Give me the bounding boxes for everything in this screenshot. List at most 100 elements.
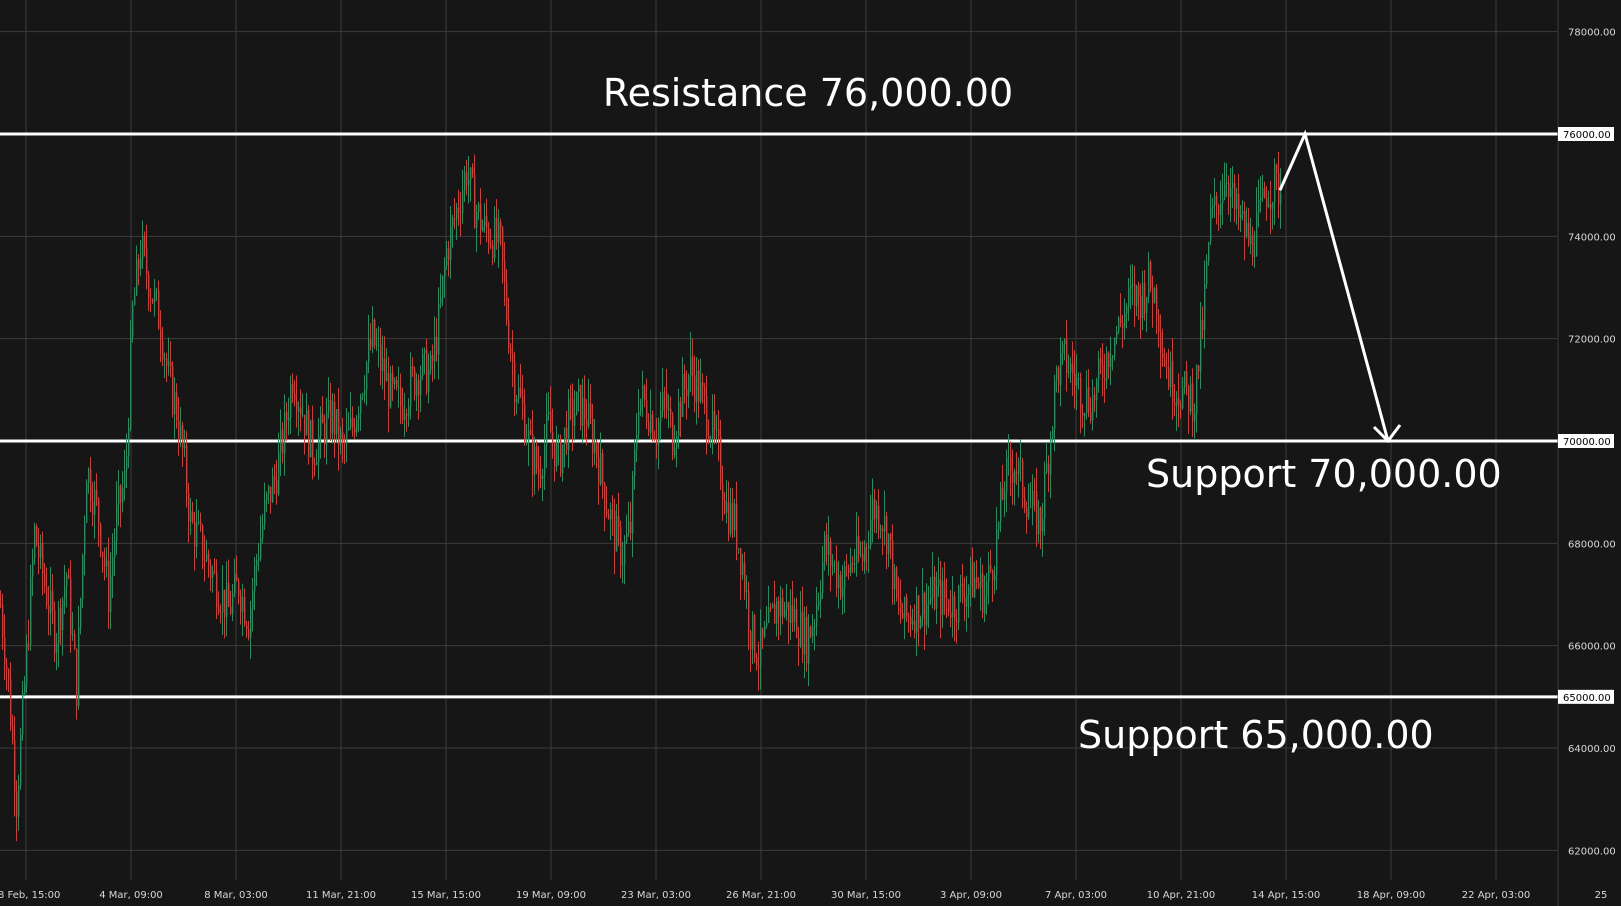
candle-body: [434, 336, 436, 362]
candle-body: [1062, 344, 1064, 354]
candle-body: [626, 533, 628, 542]
candle-body: [266, 493, 268, 501]
candle-body: [1178, 398, 1180, 406]
candle-body: [54, 610, 56, 653]
candle-body: [1078, 377, 1080, 379]
y-tick-label: 62000.00: [1568, 846, 1616, 857]
candle-body: [564, 427, 566, 445]
candle-body: [1124, 313, 1126, 328]
candle-body: [52, 590, 54, 611]
candle-body: [526, 441, 528, 443]
candle-body: [738, 548, 740, 550]
candle-body: [706, 395, 708, 436]
candle-body: [1028, 507, 1030, 518]
candle-body: [660, 411, 662, 423]
candle-body: [662, 392, 664, 412]
candle-body: [288, 417, 290, 421]
candle-body: [692, 356, 694, 376]
candle-body: [258, 558, 260, 561]
candle-body: [424, 349, 426, 354]
candle-body: [760, 628, 762, 667]
level-annotations: Resistance 76,000.00 Support 70,000.00 Sup…: [603, 71, 1502, 757]
level-annotation: Resistance 76,000.00: [603, 71, 1013, 115]
candle-body: [834, 562, 836, 565]
candle-body: [616, 516, 618, 552]
candle-body: [150, 298, 152, 300]
candle-body: [464, 172, 466, 191]
candle-body: [220, 612, 222, 614]
candle-body: [750, 631, 752, 650]
candle-body: [1126, 306, 1128, 314]
candle-body: [648, 421, 650, 433]
candle-body: [26, 643, 28, 685]
candle-body: [546, 414, 548, 446]
candle-body: [874, 498, 876, 520]
candle-body: [872, 498, 874, 521]
candle-body: [814, 625, 816, 628]
candle-body: [172, 366, 174, 415]
candle-body: [962, 583, 964, 598]
candle-body: [0, 604, 2, 606]
candle-body: [784, 609, 786, 617]
candle-body: [944, 581, 946, 599]
candle-body: [306, 409, 308, 436]
candle-body: [284, 412, 286, 454]
candle-body: [732, 502, 734, 531]
candle-body: [384, 358, 386, 382]
candle-body: [698, 370, 700, 402]
candle-body: [396, 379, 398, 388]
candle-body: [250, 608, 252, 638]
candle-body: [516, 398, 518, 403]
candle-body: [506, 282, 508, 320]
candle-body: [44, 574, 46, 587]
candle-body: [870, 520, 872, 546]
candle-body: [756, 657, 758, 666]
price-axis: 62000.00 64000.00 66000.00 68000.00 72000.00…: [1558, 28, 1616, 857]
level-lines: [0, 132, 1558, 699]
candle-body: [1222, 198, 1224, 203]
candle-body: [502, 227, 504, 261]
candle-body: [1112, 355, 1114, 359]
candle-body: [722, 483, 724, 500]
candle-body: [664, 392, 666, 394]
candle-body: [1054, 380, 1056, 429]
candle-body: [82, 555, 84, 599]
candle-body: [1066, 339, 1068, 373]
arrowhead: [1372, 424, 1402, 444]
candle-body: [1180, 405, 1182, 409]
candle-body: [736, 503, 738, 550]
candle-body: [824, 534, 826, 562]
candle-body: [536, 446, 538, 469]
candle-body: [746, 590, 748, 593]
candle-body: [218, 607, 220, 613]
candle-body: [1256, 212, 1258, 256]
candle-body: [308, 409, 310, 458]
candle-body: [558, 440, 560, 442]
candle-body: [1156, 287, 1158, 315]
candle-body: [1268, 204, 1270, 208]
candle-body: [366, 362, 368, 391]
candle-body: [94, 489, 96, 515]
candle-body: [960, 583, 962, 586]
candle-body: [820, 592, 822, 602]
candle-body: [1196, 365, 1198, 414]
candle-body: [378, 344, 380, 346]
candle-body: [1076, 377, 1078, 386]
candle-body: [772, 604, 774, 608]
candle-body: [796, 608, 798, 638]
candle-body: [1134, 284, 1136, 306]
candle-body: [426, 349, 428, 393]
candle-body: [720, 436, 722, 484]
candle-body: [356, 419, 358, 433]
candle-body: [604, 483, 606, 511]
candle-body: [282, 429, 284, 454]
candle-body: [16, 791, 18, 817]
candle-body: [1212, 205, 1214, 208]
candle-body: [634, 449, 636, 476]
candle-body: [362, 394, 364, 397]
candle-body: [1008, 456, 1010, 458]
candle-body: [444, 265, 446, 276]
candle-body: [386, 373, 388, 382]
candle-body: [566, 427, 568, 450]
candle-body: [1218, 205, 1220, 215]
